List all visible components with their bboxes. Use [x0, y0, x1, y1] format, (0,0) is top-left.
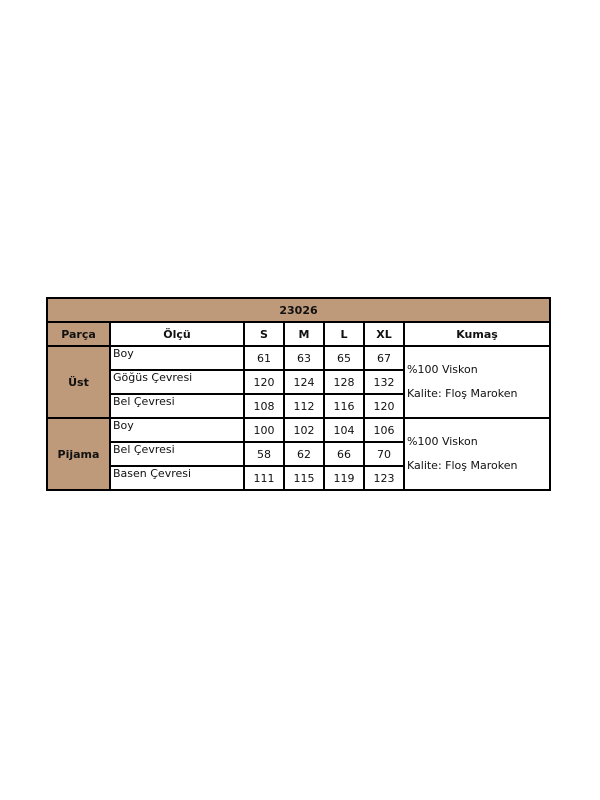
fabric-quality: Kalite: Floş Maroken: [407, 387, 518, 400]
fabric-cell: %100 Viskon Kalite: Floş Maroken: [403, 345, 551, 419]
table-row: Bel Çevresi 58 62 66 70: [47, 441, 550, 467]
header-kumas: Kumaş: [403, 321, 551, 347]
size-value: 62: [283, 441, 325, 467]
fabric-cell: %100 Viskon Kalite: Floş Maroken: [403, 417, 551, 491]
header-parca: Parça: [46, 321, 111, 347]
size-value: 63: [283, 345, 325, 371]
size-value: 124: [283, 369, 325, 395]
header-s: S: [243, 321, 285, 347]
size-value: 108: [243, 393, 285, 419]
size-value: 120: [243, 369, 285, 395]
size-value: 132: [363, 369, 405, 395]
table-row: Üst Boy 61 63 65 67 %100 Viskon Kalite: Floş Ma…: [46, 345, 551, 419]
size-value: 67: [363, 345, 405, 371]
header-xl: XL: [363, 321, 405, 347]
fabric-composition: %100 Viskon: [407, 363, 478, 376]
measure-label: Bel Çevresi: [109, 441, 245, 467]
table-title: 23026: [46, 297, 551, 323]
size-value: 106: [363, 417, 405, 443]
table-row: Pijama Boy 100 102 104 106 %100 Viskon Kalite: …: [46, 417, 551, 491]
measure-label: Basen Çevresi: [109, 465, 245, 491]
size-value: 115: [283, 465, 325, 491]
measure-label: Boy: [109, 345, 245, 371]
size-value: 128: [323, 369, 365, 395]
size-value: 100: [243, 417, 285, 443]
size-value: 65: [323, 345, 365, 371]
measure-label: Boy: [109, 417, 245, 443]
size-value: 61: [243, 345, 285, 371]
size-value: 119: [323, 465, 365, 491]
table-row: Bel Çevresi 108 112 116 120: [47, 393, 550, 419]
size-value: 112: [283, 393, 325, 419]
header-l: L: [323, 321, 365, 347]
header-row: Parça Ölçü S M L XL Kumaş: [46, 321, 551, 347]
group-label: Üst: [46, 345, 111, 419]
size-chart-table: 23026 Parça Ölçü S M L XL Kumaş Üst Boy 61…: [46, 297, 551, 491]
size-value: 66: [323, 441, 365, 467]
measure-label: Bel Çevresi: [109, 393, 245, 419]
header-m: M: [283, 321, 325, 347]
measure-label: Göğüs Çevresi: [109, 369, 245, 395]
table-row: Göğüs Çevresi 120 124 128 132: [47, 369, 550, 395]
table-row: Basen Çevresi 111 115 119 123: [47, 465, 550, 491]
fabric-composition: %100 Viskon: [407, 435, 478, 448]
size-value: 104: [323, 417, 365, 443]
size-value: 102: [283, 417, 325, 443]
size-value: 58: [243, 441, 285, 467]
fabric-quality: Kalite: Floş Maroken: [407, 459, 518, 472]
size-value: 111: [243, 465, 285, 491]
group-label: Pijama: [46, 417, 111, 491]
size-value: 70: [363, 441, 405, 467]
size-value: 123: [363, 465, 405, 491]
size-value: 116: [323, 393, 365, 419]
size-value: 120: [363, 393, 405, 419]
header-olcu: Ölçü: [109, 321, 245, 347]
